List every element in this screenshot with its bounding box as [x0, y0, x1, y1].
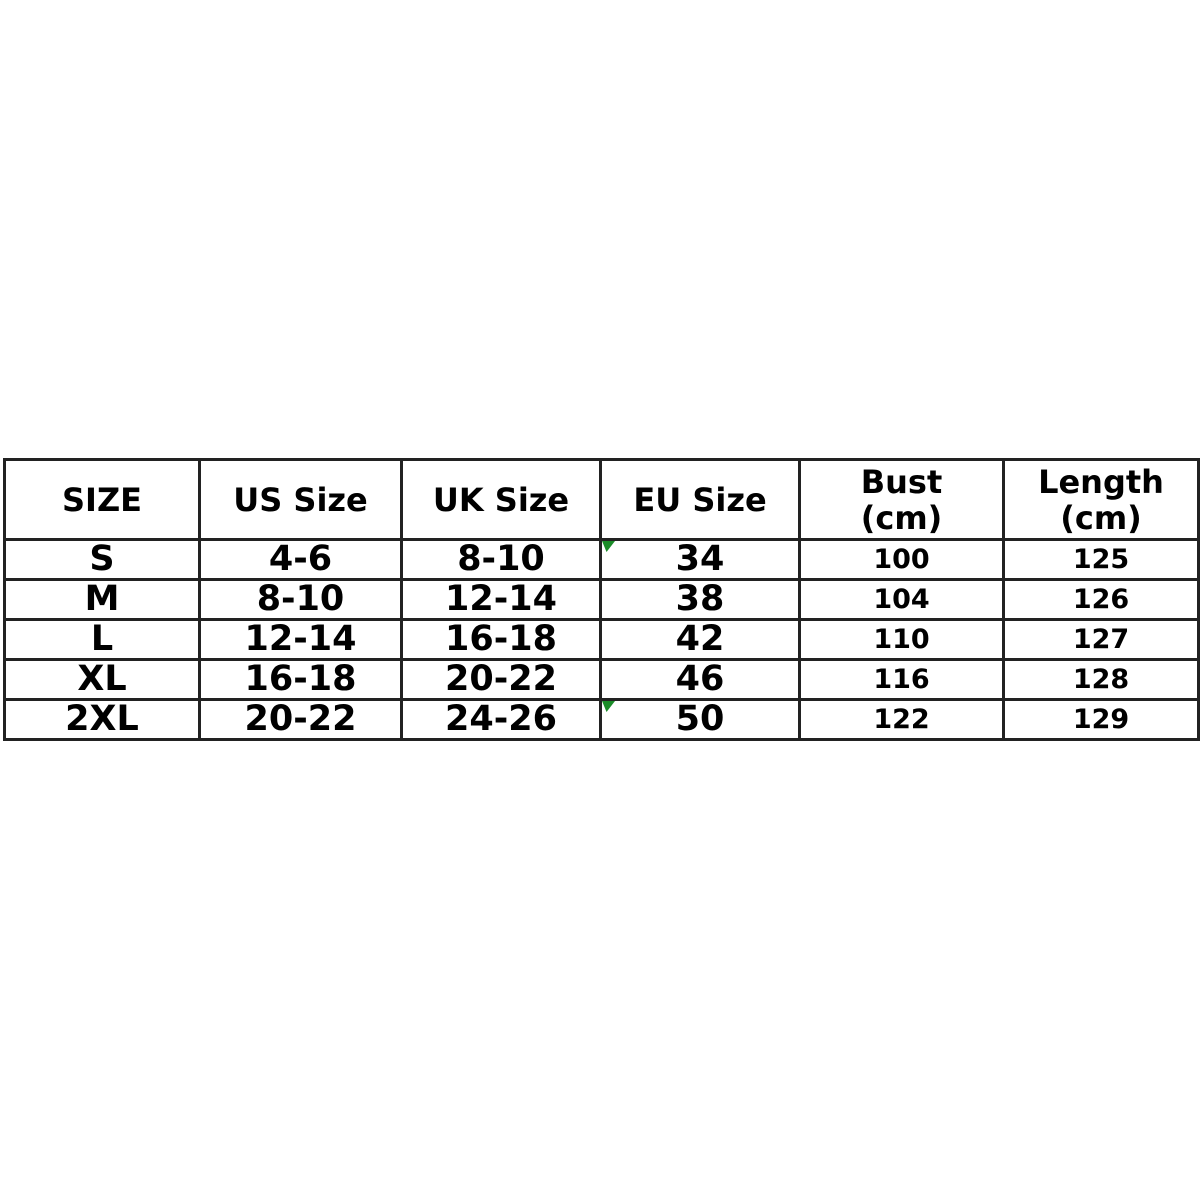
cell-bust-cm: 104 [798, 578, 1005, 621]
table-row-2xl: 2XL 20-22 24-26 50 122 129 [3, 698, 1200, 741]
column-header-us-size: US Size [198, 458, 403, 541]
cell-size: M [3, 578, 201, 621]
cell-size: L [3, 618, 201, 661]
green-corner-flag-icon [603, 702, 615, 712]
cell-us-size: 8-10 [198, 578, 403, 621]
cell-length-cm: 125 [1002, 538, 1200, 581]
column-header-length-label: Length [1038, 462, 1164, 501]
cell-size: S [3, 538, 201, 581]
cell-us-size: 4-6 [198, 538, 403, 581]
cell-eu-size-value: 50 [675, 699, 725, 739]
cell-uk-size: 20-22 [400, 658, 602, 701]
column-header-size: SIZE [3, 458, 201, 541]
cell-uk-size: 16-18 [400, 618, 602, 661]
green-corner-flag-icon [603, 542, 615, 552]
cell-bust-cm: 100 [798, 538, 1005, 581]
table-row-m: M 8-10 12-14 38 104 126 [3, 578, 1200, 621]
column-header-bust-label: Bust [860, 462, 943, 501]
cell-length-cm: 127 [1002, 618, 1200, 661]
cell-length-cm: 126 [1002, 578, 1200, 621]
column-header-eu-size-label: EU Size [633, 480, 767, 519]
cell-us-size: 12-14 [198, 618, 403, 661]
cell-length-cm: 128 [1002, 658, 1200, 701]
cell-eu-size: 50 [599, 698, 801, 741]
cell-uk-size: 12-14 [400, 578, 602, 621]
cell-length-cm: 129 [1002, 698, 1200, 741]
cell-bust-cm: 110 [798, 618, 1005, 661]
size-chart: SIZE US Size UK Size EU Size Bust [3, 458, 1200, 741]
column-header-size-label: SIZE [61, 480, 142, 519]
column-header-bust-label-line2: (cm) [860, 498, 943, 537]
column-header-length-cm: Length (cm) [1002, 458, 1200, 541]
size-conversion-table: SIZE US Size UK Size EU Size Bust [3, 458, 1200, 741]
cell-eu-size: 38 [599, 578, 801, 621]
cell-bust-cm: 116 [798, 658, 1005, 701]
cell-us-size: 20-22 [198, 698, 403, 741]
cell-eu-size-value: 34 [675, 539, 725, 579]
column-header-bust-cm: Bust (cm) [798, 458, 1005, 541]
table-row-l: L 12-14 16-18 42 110 127 [3, 618, 1200, 661]
table-row-s: S 4-6 8-10 34 100 125 [3, 538, 1200, 581]
cell-eu-size: 34 [599, 538, 801, 581]
column-header-uk-size-label: UK Size [432, 480, 570, 519]
cell-uk-size: 8-10 [400, 538, 602, 581]
header-row: SIZE US Size UK Size EU Size Bust [3, 458, 1200, 541]
column-header-us-size-label: US Size [233, 480, 368, 519]
column-header-uk-size: UK Size [400, 458, 602, 541]
column-header-length-label-line2: (cm) [1060, 498, 1142, 537]
column-header-eu-size: EU Size [599, 458, 801, 541]
table-row-xl: XL 16-18 20-22 46 116 128 [3, 658, 1200, 701]
cell-eu-size: 46 [599, 658, 801, 701]
cell-size: 2XL [3, 698, 201, 741]
cell-size: XL [3, 658, 201, 701]
cell-us-size: 16-18 [198, 658, 403, 701]
cell-bust-cm: 122 [798, 698, 1005, 741]
cell-uk-size: 24-26 [400, 698, 602, 741]
cell-eu-size: 42 [599, 618, 801, 661]
